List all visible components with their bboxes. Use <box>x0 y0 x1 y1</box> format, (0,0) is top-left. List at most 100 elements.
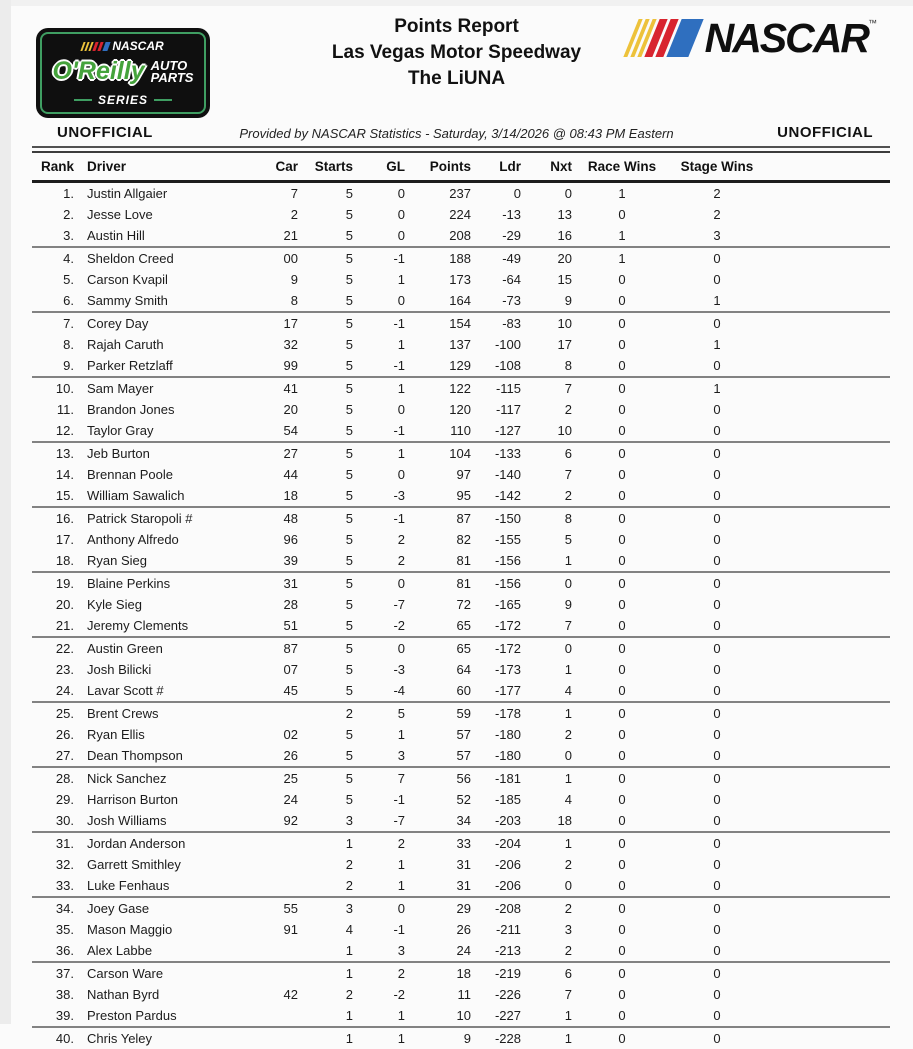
starts-cell: 1 <box>298 962 353 984</box>
sw-cell: 0 <box>672 1027 762 1049</box>
driver-cell: Luke Fenhaus <box>78 875 268 897</box>
rw-cell: 0 <box>572 399 672 420</box>
ldr-cell: -156 <box>471 572 521 594</box>
car-cell: 41 <box>268 377 298 399</box>
ldr-cell: -64 <box>471 269 521 290</box>
points-cell: 97 <box>405 464 471 485</box>
filler-cell <box>762 594 890 615</box>
rw-cell: 0 <box>572 940 672 962</box>
gl-cell: 2 <box>353 832 405 854</box>
driver-cell: Rajah Caruth <box>78 334 268 355</box>
ldr-cell: -172 <box>471 637 521 659</box>
nxt-cell: 1 <box>521 659 572 680</box>
car-cell: 48 <box>268 507 298 529</box>
rw-cell: 0 <box>572 464 672 485</box>
rw-cell: 0 <box>572 897 672 919</box>
race-name: The LiUNA <box>0 66 913 92</box>
car-cell: 2 <box>268 204 298 225</box>
car-cell: 7 <box>268 182 298 205</box>
series-text: SERIES <box>98 93 148 107</box>
sw-cell: 0 <box>672 897 762 919</box>
driver-cell: William Sawalich <box>78 485 268 507</box>
driver-cell: Jeremy Clements <box>78 615 268 637</box>
driver-cell: Josh Bilicki <box>78 659 268 680</box>
rw-cell: 0 <box>572 312 672 334</box>
car-cell: 27 <box>268 442 298 464</box>
sw-cell: 0 <box>672 572 762 594</box>
sw-cell: 0 <box>672 355 762 377</box>
nxt-cell: 1 <box>521 702 572 724</box>
rank-cell: 3. <box>32 225 78 247</box>
sw-cell: 0 <box>672 247 762 269</box>
rw-cell: 0 <box>572 854 672 875</box>
column-header-sw: Stage Wins <box>672 153 762 182</box>
rw-cell: 0 <box>572 377 672 399</box>
ldr-cell: -219 <box>471 962 521 984</box>
car-cell: 24 <box>268 789 298 810</box>
driver-cell: Corey Day <box>78 312 268 334</box>
points-cell: 87 <box>405 507 471 529</box>
ldr-cell: -172 <box>471 615 521 637</box>
car-cell: 32 <box>268 334 298 355</box>
ldr-cell: -181 <box>471 767 521 789</box>
starts-cell: 5 <box>298 420 353 442</box>
starts-cell: 5 <box>298 182 353 205</box>
starts-cell: 5 <box>298 572 353 594</box>
ldr-cell: -155 <box>471 529 521 550</box>
trademark-symbol: ™ <box>868 18 877 28</box>
gl-cell: 7 <box>353 767 405 789</box>
rw-cell: 0 <box>572 832 672 854</box>
driver-cell: Austin Hill <box>78 225 268 247</box>
nxt-cell: 0 <box>521 637 572 659</box>
driver-cell: Sam Mayer <box>78 377 268 399</box>
nxt-cell: 10 <box>521 312 572 334</box>
filler-cell <box>762 420 890 442</box>
sw-cell: 0 <box>672 637 762 659</box>
nxt-cell: 0 <box>521 182 572 205</box>
ldr-cell: -140 <box>471 464 521 485</box>
filler-cell <box>762 204 890 225</box>
rw-cell: 0 <box>572 269 672 290</box>
points-cell: 11 <box>405 984 471 1005</box>
rw-cell: 1 <box>572 182 672 205</box>
sw-cell: 0 <box>672 464 762 485</box>
gl-cell: -2 <box>353 984 405 1005</box>
rank-cell: 2. <box>32 204 78 225</box>
provided-by-text: Provided by NASCAR Statistics - Saturday… <box>0 126 913 141</box>
filler-cell <box>762 767 890 789</box>
ldr-cell: -150 <box>471 507 521 529</box>
rank-cell: 36. <box>32 940 78 962</box>
ldr-cell: -206 <box>471 854 521 875</box>
rank-cell: 29. <box>32 789 78 810</box>
driver-cell: Joey Gase <box>78 897 268 919</box>
rank-cell: 10. <box>32 377 78 399</box>
car-cell: 28 <box>268 594 298 615</box>
points-cell: 208 <box>405 225 471 247</box>
gl-cell: 1 <box>353 269 405 290</box>
nxt-cell: 0 <box>521 572 572 594</box>
nxt-cell: 1 <box>521 1027 572 1049</box>
rw-cell: 0 <box>572 355 672 377</box>
rank-cell: 33. <box>32 875 78 897</box>
gl-cell: 2 <box>353 529 405 550</box>
rw-cell: 0 <box>572 962 672 984</box>
rank-cell: 22. <box>32 637 78 659</box>
filler-cell <box>762 615 890 637</box>
starts-cell: 5 <box>298 637 353 659</box>
ldr-cell: -100 <box>471 334 521 355</box>
rank-cell: 15. <box>32 485 78 507</box>
sw-cell: 0 <box>672 854 762 875</box>
gl-cell: -1 <box>353 247 405 269</box>
ldr-cell: -115 <box>471 377 521 399</box>
sw-cell: 0 <box>672 615 762 637</box>
filler-cell <box>762 247 890 269</box>
rank-cell: 7. <box>32 312 78 334</box>
